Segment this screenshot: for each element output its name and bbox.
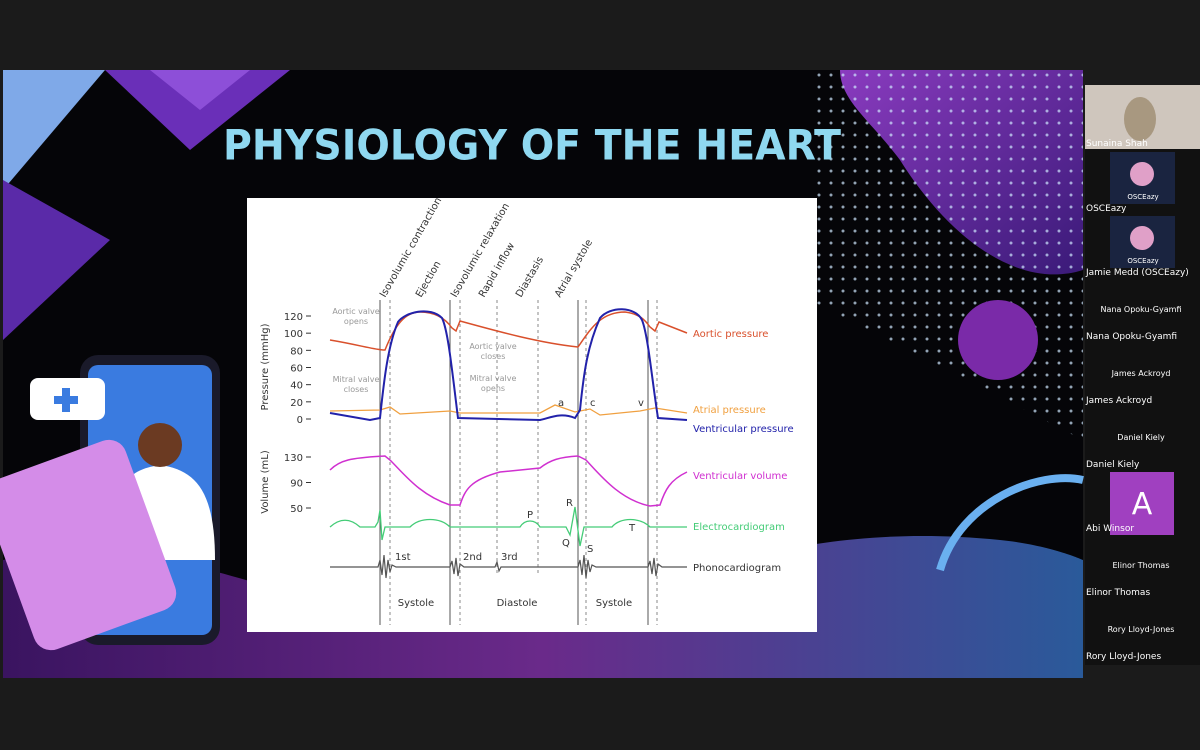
wave-label: P	[527, 510, 533, 521]
axis-label: Volume (mL)	[260, 450, 271, 514]
tile-name: Elinor Thomas	[1112, 561, 1169, 570]
annotation: Aortic valve	[332, 307, 379, 316]
tick-label: 130	[284, 453, 303, 464]
ventricular-pressure-curve	[329, 308, 688, 422]
deco	[936, 474, 1084, 572]
wave-label: T	[628, 523, 636, 534]
tile-name: Nana Opoku-Gyamfi	[1101, 305, 1182, 314]
annotation: closes	[481, 352, 506, 361]
diagram: Pressure (mmHg) Volume (mL) Aortic press…	[247, 196, 817, 632]
curve-label: Electrocardiogram	[693, 522, 785, 533]
participant-name: Jamie Medd (OSCEazy)	[1085, 268, 1189, 278]
curve-label: Ventricular pressure	[693, 424, 794, 435]
deco	[958, 300, 1038, 380]
heart-sound: 1st	[395, 552, 411, 563]
curve-label: Phonocardiogram	[693, 563, 781, 574]
tick-label: 40	[290, 381, 303, 392]
tick-label: 20	[290, 398, 303, 409]
wave-label: Q	[562, 538, 570, 549]
avatar	[1110, 472, 1174, 535]
curve-label: Ventricular volume	[693, 471, 787, 482]
annotation: Mitral valve	[333, 375, 380, 384]
participant-name: OSCEazy	[1086, 204, 1127, 214]
participant-name: Abi Winsor	[1086, 524, 1134, 534]
deco	[3, 70, 105, 190]
annotation: opens	[481, 384, 505, 393]
ventricular-volume-curve	[329, 455, 688, 507]
tick-label: 80	[290, 346, 303, 357]
atrial-pressure-curve	[329, 404, 688, 416]
cycle-label: Systole	[596, 598, 632, 609]
tick-label: 120	[284, 312, 303, 323]
curve-label: Aortic pressure	[693, 329, 768, 340]
annotation: Mitral valve	[470, 374, 517, 383]
doctor-head	[138, 423, 182, 467]
deco	[150, 70, 250, 110]
phase-dashes	[389, 300, 658, 625]
axis-label: Pressure (mmHg)	[260, 323, 271, 410]
phonocardiogram-curve	[330, 554, 687, 579]
participant-name: Nana Opoku-Gyamfi	[1086, 332, 1177, 342]
tick-label: 100	[284, 329, 303, 340]
tick-label: 50	[290, 504, 303, 515]
wave-label: c	[590, 398, 596, 409]
wave-label: R	[566, 498, 573, 509]
avatar-letter: A	[1132, 487, 1153, 522]
participant-name: Daniel Kiely	[1086, 460, 1140, 470]
wave-label: v	[638, 398, 644, 409]
curve-label: Atrial pressure	[693, 405, 766, 416]
annotation: opens	[344, 317, 368, 326]
annotation: closes	[344, 385, 369, 394]
heart-sound: 2nd	[463, 552, 482, 563]
heart-sound: 3rd	[501, 552, 518, 563]
ecg-curve	[329, 506, 687, 547]
cycle-label: Systole	[398, 598, 434, 609]
logo-brain	[1130, 162, 1154, 186]
participant-name: James Ackroyd	[1085, 396, 1152, 406]
deco	[3, 180, 110, 340]
tile-name: James Ackroyd	[1111, 369, 1171, 378]
participant-name: Sunaina Shah	[1086, 139, 1148, 149]
tick-label: 90	[290, 479, 303, 490]
deco	[105, 70, 290, 150]
participant-name: Elinor Thomas	[1086, 588, 1150, 598]
tile-name: Daniel Kiely	[1117, 433, 1165, 442]
slide-title: PHYSIOLOGY OF THE HEART	[223, 121, 841, 170]
tick-label: 60	[290, 364, 303, 375]
video-person	[1124, 97, 1156, 141]
pill-pack	[0, 439, 177, 651]
aortic-pressure-curve	[329, 311, 688, 351]
annotation: Aortic valve	[469, 342, 516, 351]
cycle-label: Diastole	[497, 598, 538, 609]
wave-label: S	[587, 544, 593, 555]
logo-text: OSCEazy	[1127, 193, 1158, 201]
participant-name: Rory Lloyd-Jones	[1086, 652, 1161, 662]
logo-text: OSCEazy	[1127, 257, 1158, 265]
tick-label: 0	[297, 415, 303, 426]
wave-label: a	[558, 398, 564, 409]
tile-name: Rory Lloyd-Jones	[1108, 625, 1175, 634]
plus-icon	[54, 388, 78, 412]
logo-brain	[1130, 226, 1154, 250]
